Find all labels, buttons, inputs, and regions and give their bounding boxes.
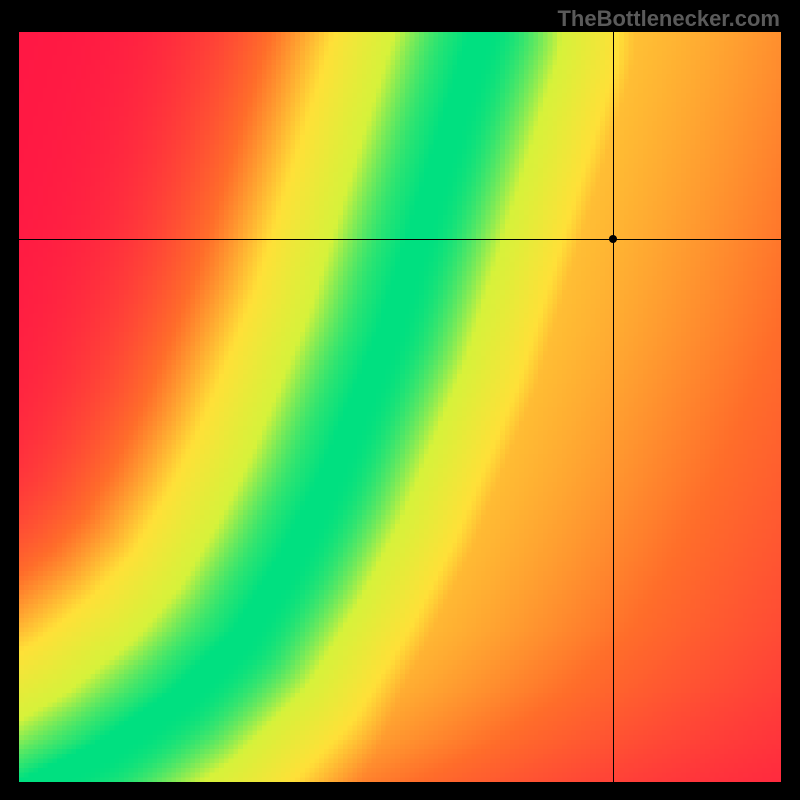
crosshair-horizontal [19,239,781,240]
marker-point [609,235,617,243]
heatmap-canvas [19,32,781,782]
heatmap-plot [19,32,781,782]
watermark-text: TheBottlenecker.com [557,6,780,32]
crosshair-vertical [613,32,614,782]
